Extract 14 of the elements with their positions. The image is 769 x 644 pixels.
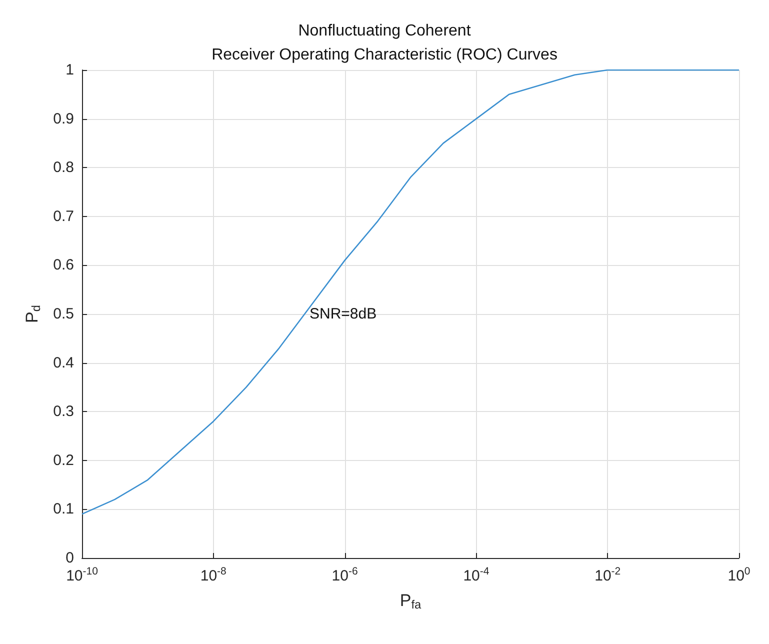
y-tick-label: 1 xyxy=(66,62,74,78)
y-tick-label: 0.6 xyxy=(53,256,74,274)
y-axis-title: Pd xyxy=(22,305,43,323)
annotation: SNR=8dB xyxy=(309,306,377,322)
y-tick-label: 0 xyxy=(66,550,74,566)
y-tick-label: 0.8 xyxy=(53,159,74,176)
y-tick-label: 0.7 xyxy=(53,208,74,225)
y-tick-label: 0.5 xyxy=(53,306,74,322)
chart-title: Nonfluctuating Coherent Receiver Operating Characteristic (ROC) Curves xyxy=(212,22,558,64)
y-tick-label: 0.4 xyxy=(53,354,74,372)
y-tick-label: 0.1 xyxy=(53,500,74,518)
y-tick-label: 0.2 xyxy=(53,452,74,469)
y-tick-label: 0.3 xyxy=(53,403,74,420)
y-tick-label: 0.9 xyxy=(53,110,74,128)
